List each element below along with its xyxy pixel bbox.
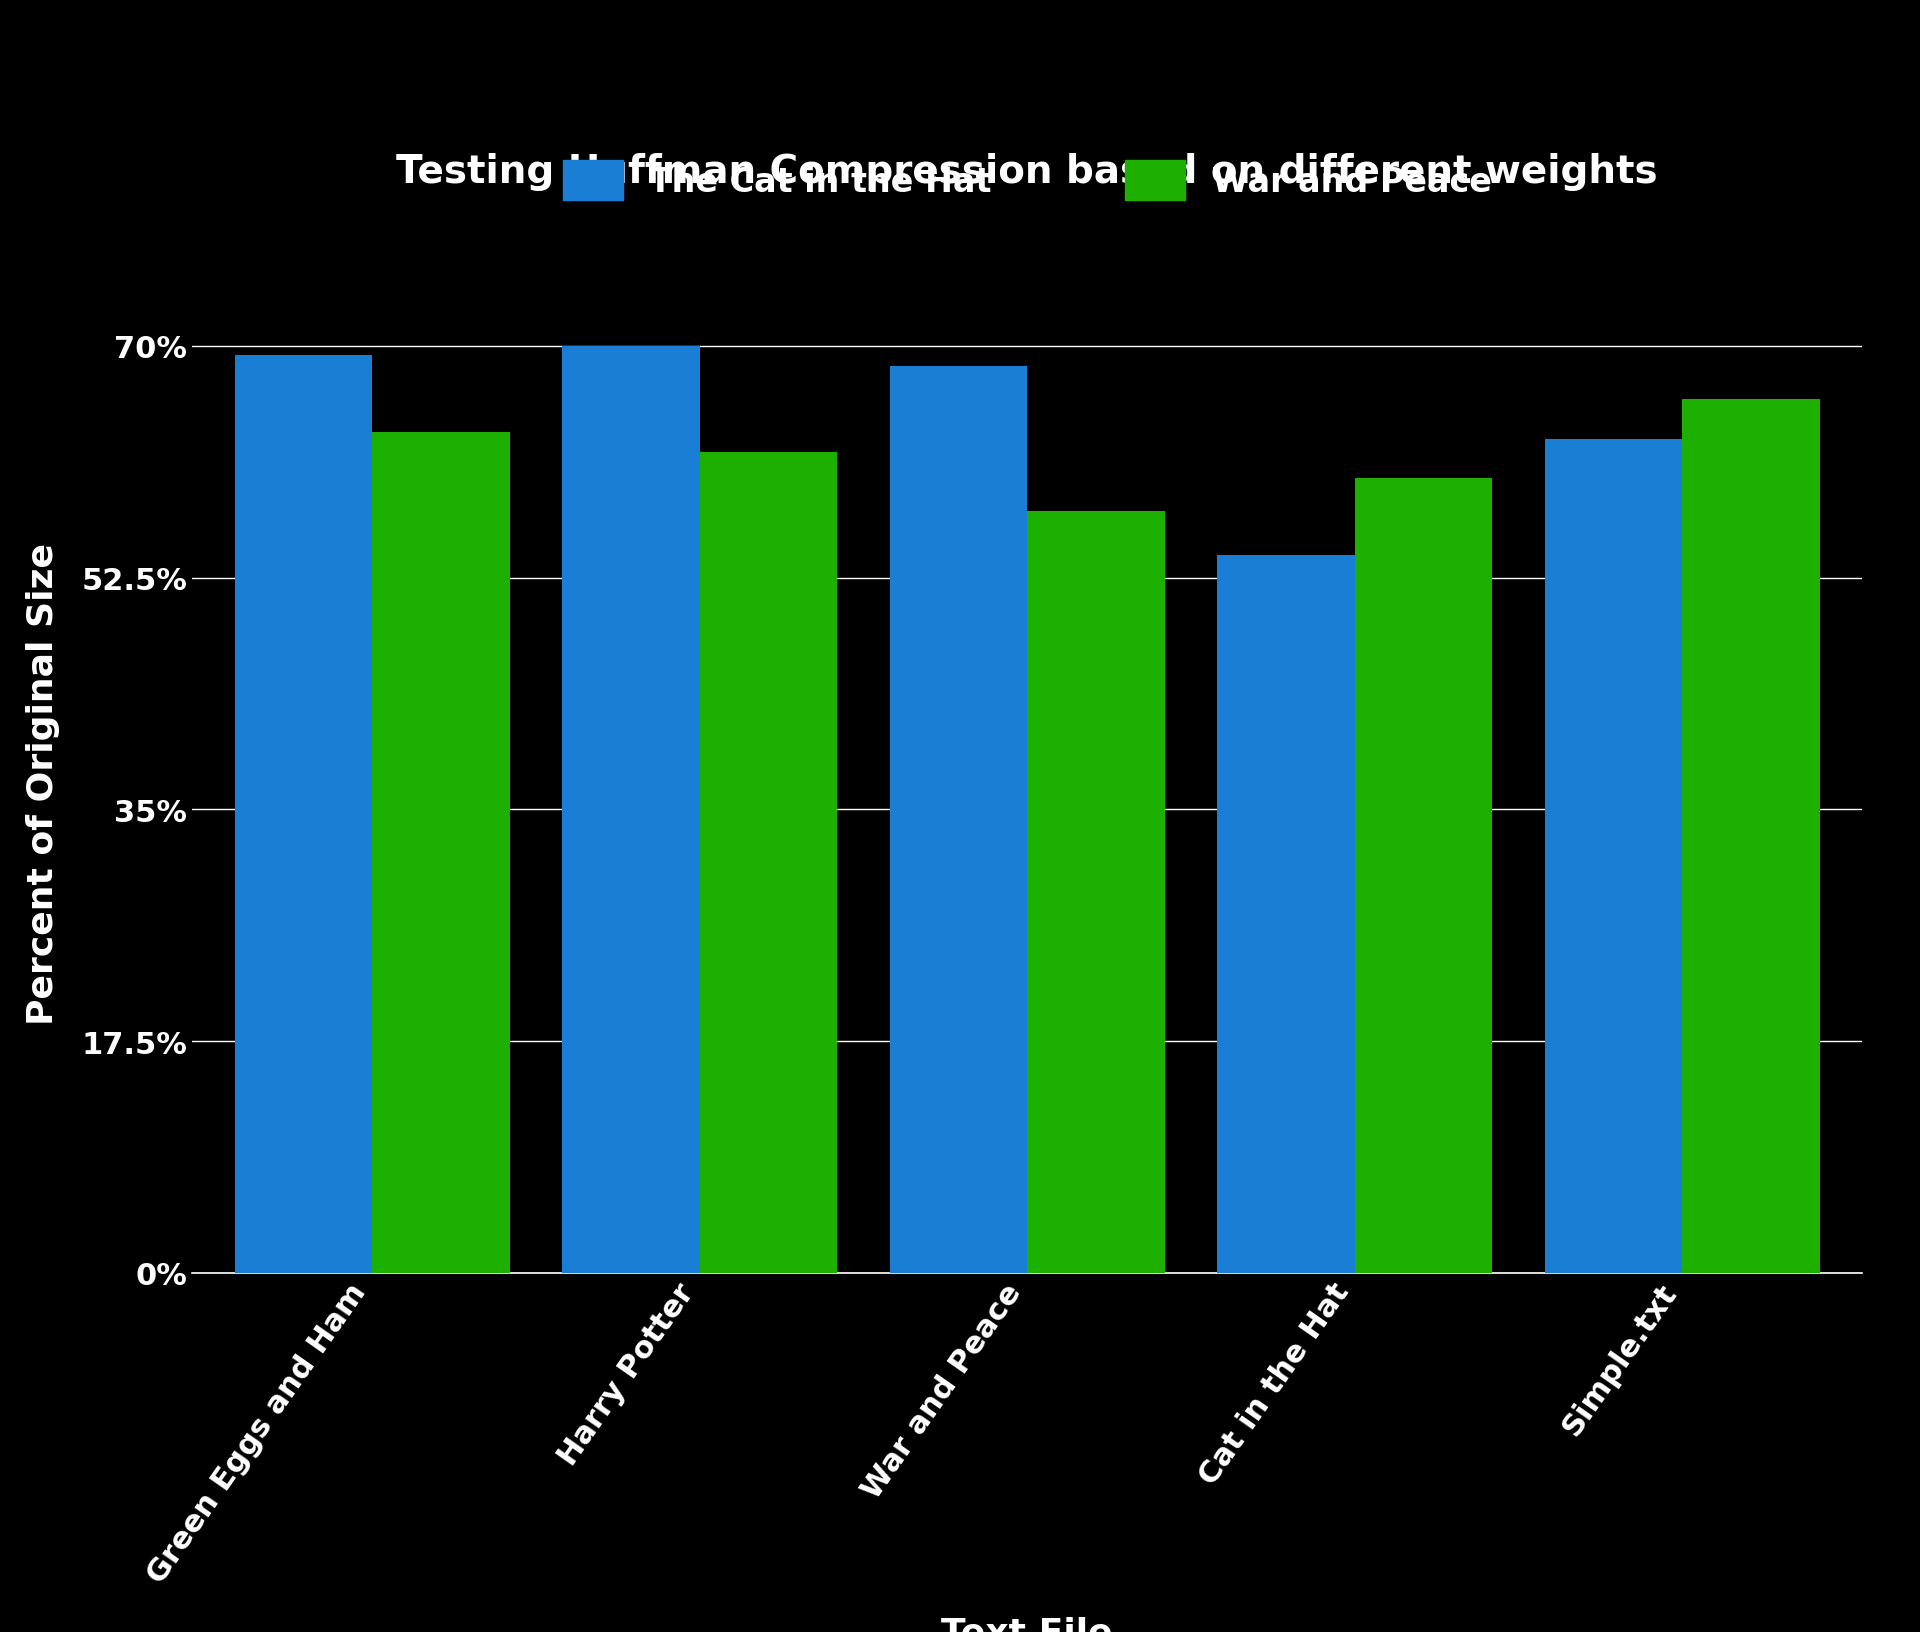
Bar	[1356, 480, 1492, 1273]
Bar	[1027, 512, 1165, 1273]
Bar	[1682, 400, 1820, 1273]
X-axis label: Text File: Text File	[941, 1616, 1114, 1632]
Bar	[234, 356, 372, 1273]
Bar	[563, 346, 699, 1273]
Legend: The Cat in the Hat, War and Peace: The Cat in the Hat, War and Peace	[545, 144, 1509, 219]
Y-axis label: Percent of Original Size: Percent of Original Size	[27, 542, 60, 1025]
Bar	[372, 432, 509, 1273]
Bar	[1546, 439, 1682, 1273]
Title: Testing Huffman Compression based on different weights: Testing Huffman Compression based on dif…	[396, 153, 1659, 191]
Bar	[699, 452, 837, 1273]
Bar	[1217, 557, 1356, 1273]
Bar	[889, 367, 1027, 1273]
